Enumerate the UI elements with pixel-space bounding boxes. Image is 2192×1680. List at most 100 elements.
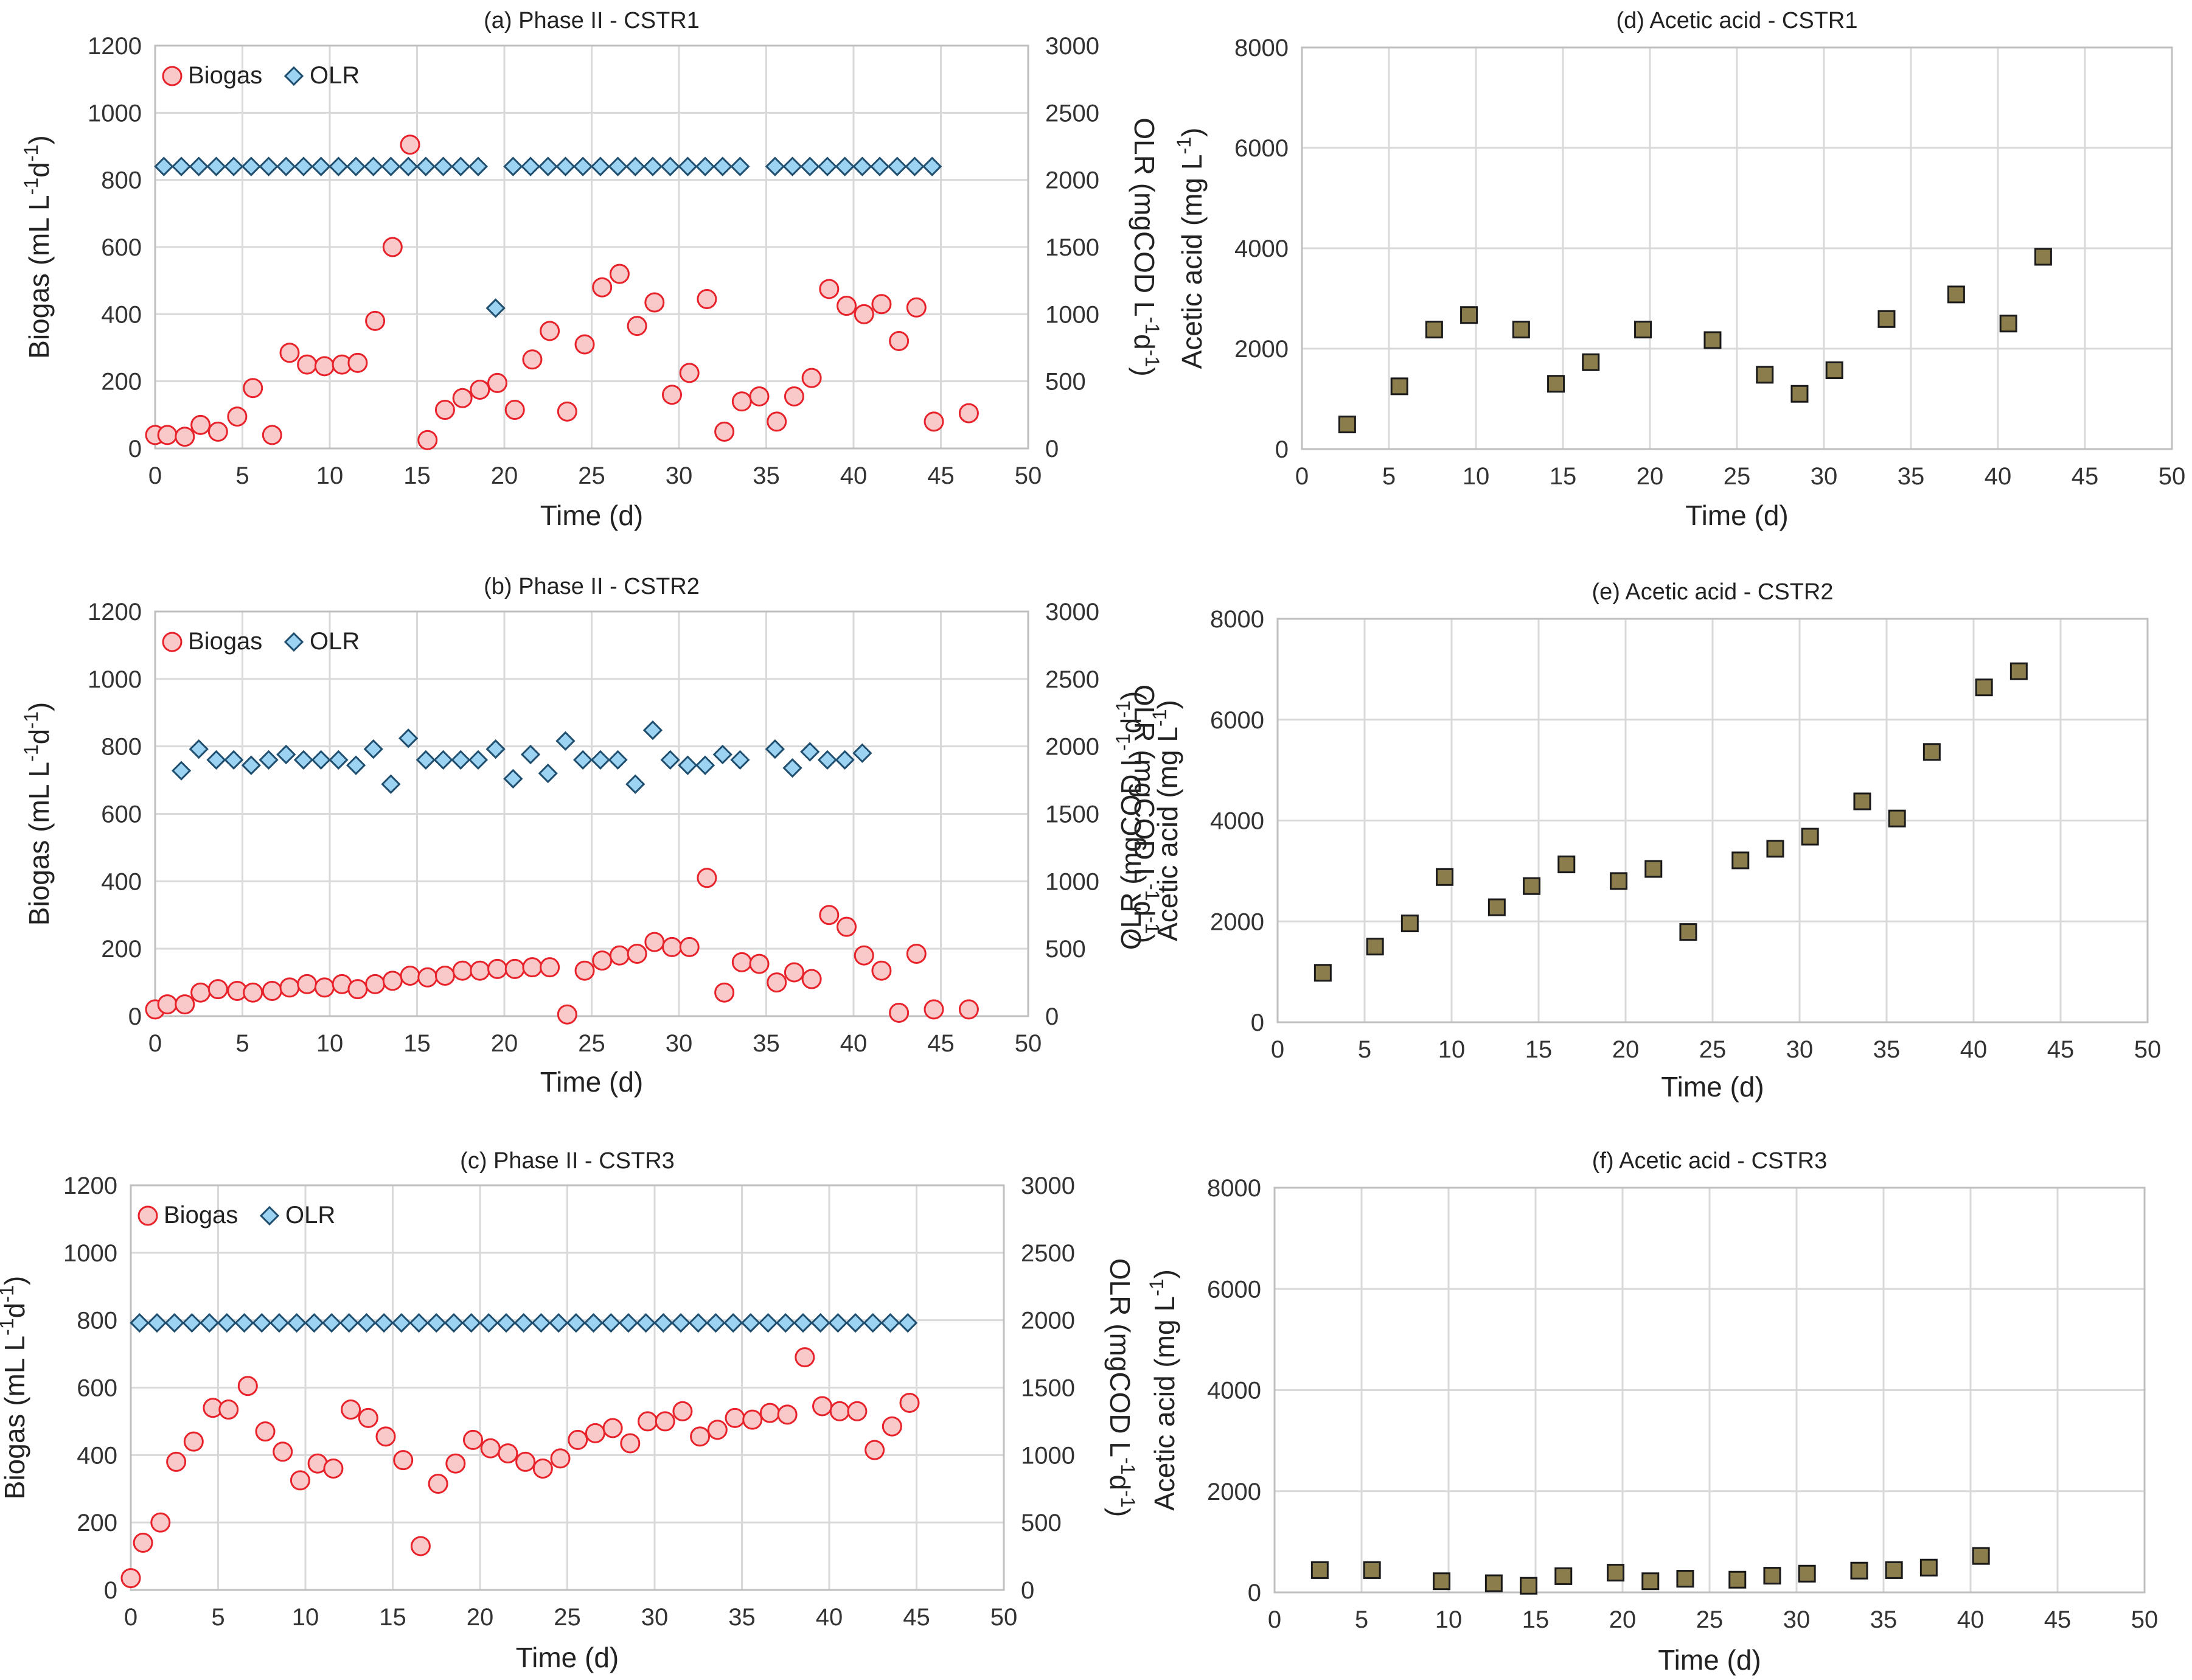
biogas-point xyxy=(365,310,386,331)
biogas-point xyxy=(638,1411,658,1432)
y-tick-label: 200 xyxy=(77,1510,117,1536)
olr-point xyxy=(206,156,226,176)
y-tick-label: 400 xyxy=(77,1442,117,1469)
legend-label: Biogas xyxy=(188,62,262,89)
olr-point xyxy=(451,156,471,176)
olr-point xyxy=(259,750,279,770)
x-axis-label: Time (d) xyxy=(1658,1644,1761,1676)
olr-point xyxy=(695,156,715,176)
olr-point xyxy=(381,774,401,794)
y-tick-label: 0 xyxy=(1248,1580,1261,1606)
biogas-point xyxy=(297,974,318,994)
x-tick-label: 5 xyxy=(1382,463,1396,490)
olr-point xyxy=(706,1312,726,1333)
biogas-point xyxy=(574,334,595,355)
olr-point xyxy=(293,156,314,176)
x-tick-label: 25 xyxy=(1724,463,1751,490)
x-tick-label: 10 xyxy=(1463,463,1490,490)
olr-point xyxy=(765,156,785,176)
x-tick-label: 10 xyxy=(316,1030,344,1057)
olr-point xyxy=(217,1312,237,1333)
biogas-point xyxy=(784,386,804,406)
y-tick-label: 6000 xyxy=(1210,707,1264,734)
x-tick-label: 15 xyxy=(1522,1606,1550,1633)
biogas-point xyxy=(707,1420,728,1440)
biogas-point xyxy=(627,943,647,964)
biogas-point xyxy=(557,401,577,422)
y-tick-label: 8000 xyxy=(1207,1175,1261,1202)
x-tick-label: 30 xyxy=(641,1604,669,1631)
olr-point xyxy=(276,744,296,765)
olr-point xyxy=(171,761,192,781)
x-tick-label: 5 xyxy=(235,462,249,489)
biogas-point xyxy=(889,1002,910,1023)
olr-point xyxy=(381,156,401,176)
x-tick-label: 10 xyxy=(1435,1606,1463,1633)
y2-axis-label: OLR (mgCOD L-1d-1) xyxy=(1104,1258,1139,1517)
legend-marker-olr xyxy=(284,632,304,652)
biogas-point xyxy=(207,979,228,1000)
olr-point xyxy=(678,755,698,775)
acetic-acid-point xyxy=(1547,375,1565,393)
y2-tick-label: 1000 xyxy=(1021,1442,1075,1469)
biogas-point xyxy=(697,289,717,310)
y2-tick-label: 3000 xyxy=(1045,33,1099,60)
acetic-acid-point xyxy=(1999,315,2017,333)
biogas-point xyxy=(550,1448,571,1469)
biogas-point xyxy=(574,960,595,981)
x-tick-label: 30 xyxy=(1783,1606,1811,1633)
x-tick-label: 40 xyxy=(840,1030,868,1057)
biogas-point xyxy=(854,945,874,966)
x-tick-label: 40 xyxy=(1957,1606,1985,1633)
x-tick-label: 25 xyxy=(1696,1606,1724,1633)
olr-point xyxy=(835,156,855,176)
olr-point xyxy=(293,750,314,770)
olr-point xyxy=(416,156,436,176)
x-tick-label: 0 xyxy=(148,462,162,489)
olr-point xyxy=(520,744,541,765)
biogas-point xyxy=(958,403,979,423)
biogas-point xyxy=(924,999,944,1020)
olr-point xyxy=(444,1312,464,1333)
x-tick-label: 45 xyxy=(2044,1606,2072,1633)
acetic-acid-point xyxy=(1975,678,1993,697)
x-tick-label: 0 xyxy=(1295,463,1309,490)
x-tick-label: 0 xyxy=(124,1604,137,1631)
chart-panel-e: 0 5 10 15 20 25 30 35 40 45 50 0 2000 4000 6000 8000 (e)… xyxy=(1112,579,2161,1103)
acetic-acid-point xyxy=(1610,872,1628,890)
x-tick-label: 35 xyxy=(1898,463,1925,490)
biogas-point xyxy=(243,378,263,399)
olr-point xyxy=(189,739,209,759)
chart-title: (a) Phase II - CSTR1 xyxy=(484,8,700,33)
x-tick-label: 20 xyxy=(1637,463,1664,490)
olr-point xyxy=(329,156,349,176)
biogas-point xyxy=(777,1404,798,1425)
biogas-point xyxy=(243,982,263,1003)
acetic-acid-point xyxy=(1766,840,1784,858)
biogas-point xyxy=(150,1512,171,1533)
olr-point xyxy=(758,1312,778,1333)
biogas-point xyxy=(731,952,752,972)
olr-point xyxy=(695,755,715,775)
x-tick-label: 15 xyxy=(1550,463,1577,490)
y2-tick-label: 2500 xyxy=(1045,100,1099,127)
biogas-point xyxy=(697,868,717,888)
legend-marker-biogas xyxy=(162,66,183,86)
olr-point xyxy=(426,1312,447,1333)
x-tick-label: 5 xyxy=(1358,1036,1371,1063)
olr-point xyxy=(311,750,331,770)
olr-point xyxy=(189,156,209,176)
olr-point xyxy=(776,1312,796,1333)
biogas-point xyxy=(812,1396,833,1417)
biogas-point xyxy=(504,958,525,979)
olr-point xyxy=(224,156,244,176)
biogas-point xyxy=(767,972,787,993)
olr-point xyxy=(224,750,244,770)
biogas-point xyxy=(882,1416,902,1437)
x-tick-label: 5 xyxy=(235,1030,249,1057)
acetic-acid-point xyxy=(1634,321,1652,339)
biogas-point xyxy=(498,1443,518,1464)
acetic-acid-point xyxy=(1520,1577,1538,1595)
olr-point xyxy=(391,1312,411,1333)
olr-point xyxy=(625,156,645,176)
